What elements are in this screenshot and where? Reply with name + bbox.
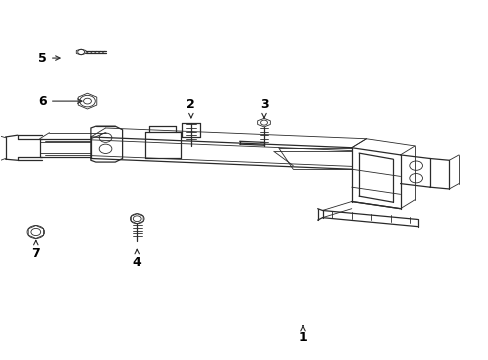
Text: 2: 2 [186,98,195,118]
Text: 6: 6 [39,95,82,108]
Text: 3: 3 [259,98,268,118]
Text: 1: 1 [298,326,307,344]
Text: 5: 5 [38,51,60,64]
Text: 4: 4 [133,249,142,269]
Text: 7: 7 [31,240,40,260]
